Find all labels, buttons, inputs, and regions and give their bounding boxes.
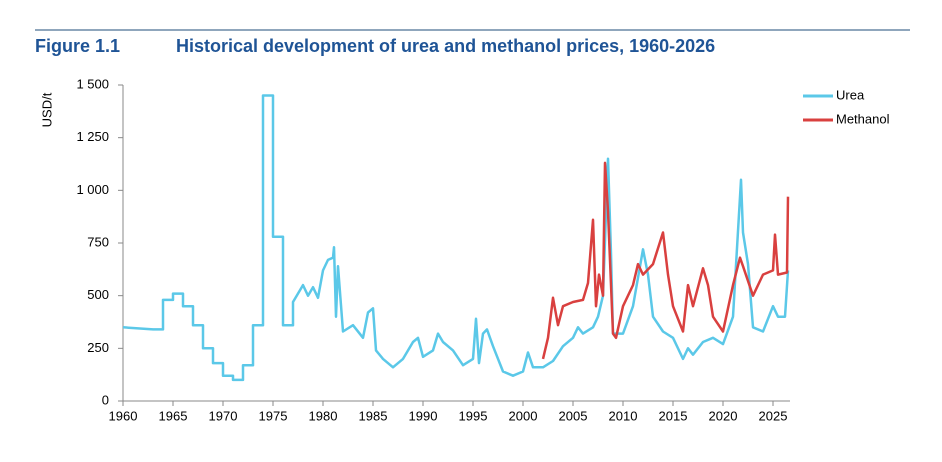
y-axis-label: USD/t: [39, 92, 54, 127]
x-tick-label: 1960: [109, 408, 138, 423]
x-tick-label: 2020: [709, 408, 738, 423]
series-line: [541, 161, 790, 360]
y-tick-label: 1 500: [76, 76, 109, 91]
y-tick-label: 1 000: [76, 182, 109, 197]
y-tick-label: 0: [102, 392, 109, 407]
x-tick-label: 1970: [209, 408, 238, 423]
legend-label: Urea: [836, 87, 865, 102]
chart-title: Historical development of urea and metha…: [176, 36, 715, 56]
y-tick-label: 750: [87, 234, 109, 249]
x-tick-label: 1975: [259, 408, 288, 423]
x-tick-label: 1990: [409, 408, 438, 423]
x-tick-label: 1965: [159, 408, 188, 423]
legend-label: Methanol: [836, 111, 890, 126]
x-tick-label: 2000: [509, 408, 538, 423]
y-tick-label: 250: [87, 340, 109, 355]
y-tick-label: 1 250: [76, 129, 109, 144]
x-tick-label: 2005: [559, 408, 588, 423]
x-tick-label: 1980: [309, 408, 338, 423]
series-line: [122, 94, 790, 382]
x-tick-label: 2025: [759, 408, 788, 423]
y-tick-label: 500: [87, 287, 109, 302]
figure-label: Figure 1.1: [35, 36, 120, 56]
x-tick-label: 2015: [659, 408, 688, 423]
x-tick-label: 1985: [359, 408, 388, 423]
x-tick-label: 1995: [459, 408, 488, 423]
x-tick-label: 2010: [609, 408, 638, 423]
